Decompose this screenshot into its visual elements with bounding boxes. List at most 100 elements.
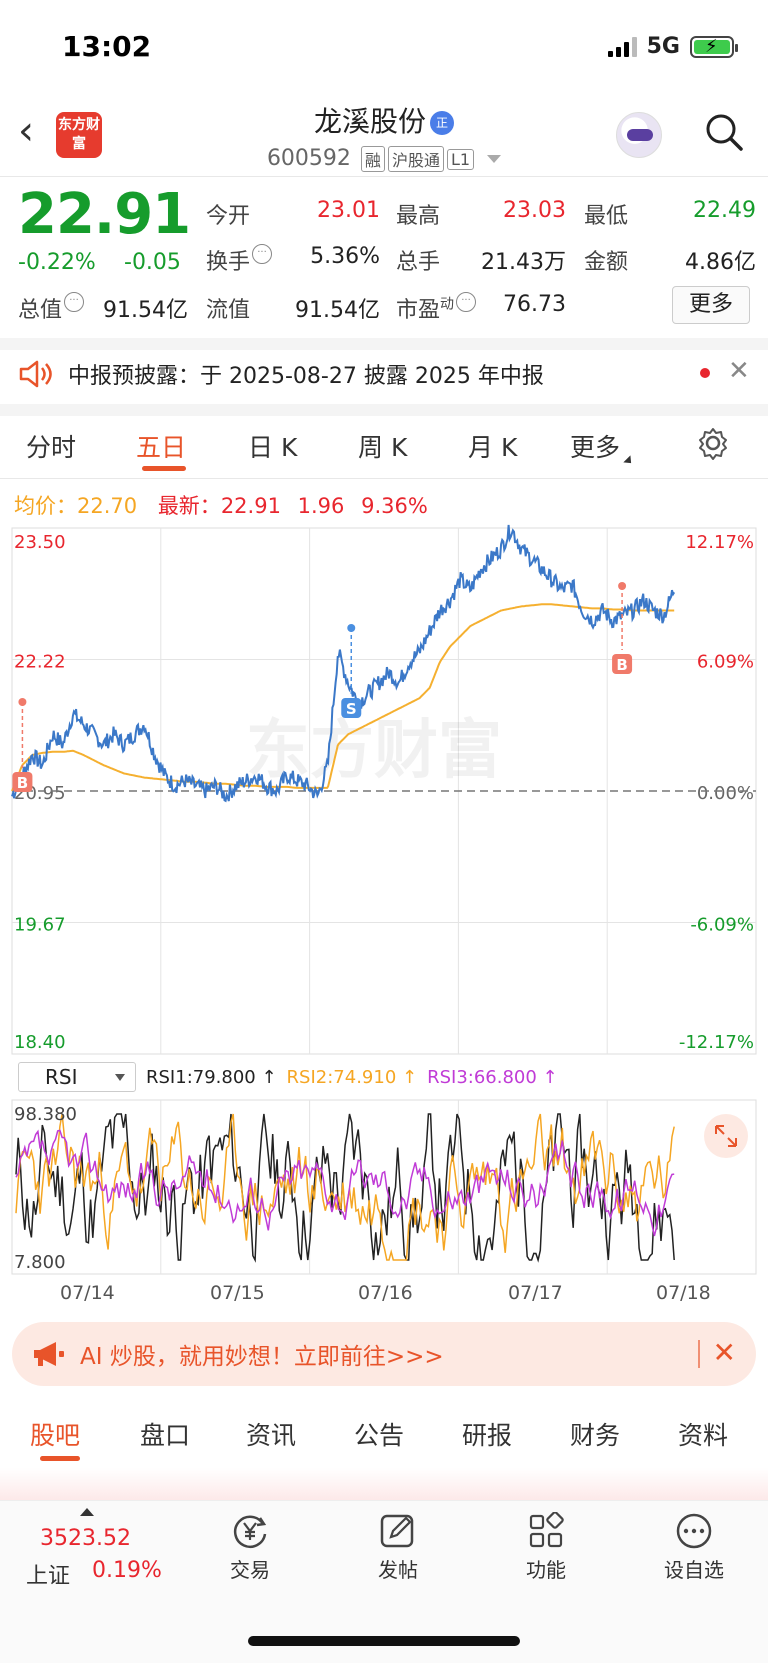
close-icon[interactable]: ✕	[728, 356, 750, 386]
speaker-icon	[19, 360, 52, 388]
rsi1-value: RSI1:79.800 ↑	[146, 1066, 277, 1088]
high-label: 最高	[396, 204, 441, 229]
tab-daily[interactable]: 日 K	[248, 433, 298, 462]
tab-intraday[interactable]: 分时	[26, 433, 77, 462]
info-icon[interactable]: ···	[252, 244, 273, 264]
tag-margin: 融	[360, 146, 385, 172]
tag-connect: 沪股通	[387, 146, 444, 172]
price-axis-label: 22.22	[14, 652, 66, 673]
nav-trade-label: 交易	[230, 1558, 270, 1582]
avg-label: 均价：	[14, 494, 77, 518]
float-label: 流值	[206, 298, 251, 323]
rsi-frame	[11, 1099, 757, 1275]
turnover-label: 换手 ···	[206, 244, 273, 276]
rsi-max-label: 98.380	[14, 1104, 77, 1125]
info-icon[interactable]: ···	[456, 292, 477, 312]
float-value: 91.54亿	[295, 298, 380, 323]
watermark: 东方财富	[246, 714, 502, 788]
grid-icon	[529, 1512, 564, 1548]
expand-up-icon[interactable]	[80, 1508, 94, 1516]
tab-forum[interactable]: 股吧	[30, 1421, 81, 1450]
nav-functions[interactable]: 功能	[496, 1512, 596, 1583]
mktcap-value: 91.54亿	[103, 298, 188, 323]
amount-value: 4.86亿	[685, 250, 756, 275]
low-value: 22.49	[693, 198, 756, 223]
trade-mark-dot	[618, 582, 627, 590]
notice-bar[interactable]: 中报预披露：于 2025-08-27 披露 2025 年中报	[18, 358, 544, 390]
search-icon[interactable]	[704, 112, 744, 152]
expand-icon	[704, 1114, 748, 1158]
expand-arrows-icon	[715, 1125, 737, 1147]
turnover-value: 5.36%	[310, 244, 380, 269]
active-tab-indicator	[40, 1456, 80, 1461]
open-value: 23.01	[317, 198, 380, 223]
more-quote-button[interactable]: 更多	[672, 286, 750, 324]
date-label: 07/14	[60, 1282, 115, 1304]
nav-post-label: 发帖	[378, 1558, 418, 1582]
percent-axis-label: 0.00%	[697, 783, 754, 804]
tab-announcements[interactable]: 公告	[354, 1421, 405, 1450]
latest-percent: 9.36%	[361, 494, 428, 518]
tab-research[interactable]: 研报	[462, 1421, 513, 1450]
chevron-down-icon	[623, 455, 635, 467]
nav-trade[interactable]: 交易	[200, 1512, 300, 1583]
mktcap-label: 总值 ···	[18, 292, 85, 324]
stock-code-line[interactable]: 600592 融沪股通 L1	[0, 146, 768, 172]
divider	[0, 478, 768, 479]
ai-banner[interactable]: AI 炒股，就用妙想！立即前往>>> ✕	[12, 1322, 756, 1386]
tab-weekly[interactable]: 周 K	[358, 433, 408, 462]
rsi2-value: RSI2:74.910 ↑	[286, 1066, 418, 1088]
avg-value: 22.70	[77, 494, 138, 518]
latest-label: 最新：	[157, 494, 221, 518]
unread-dot	[700, 368, 710, 378]
trade-mark-label: S	[346, 700, 357, 718]
trade-mark-label: B	[17, 774, 28, 792]
zheng-badge-icon: 正	[430, 111, 454, 135]
change-amount: -0.05	[124, 250, 181, 275]
percent-axis-label: -6.09%	[690, 915, 754, 936]
nav-customize-watchlist[interactable]: 设自选	[644, 1512, 744, 1583]
stock-name: 龙溪股份	[313, 105, 426, 138]
battery-icon: ⚡	[690, 35, 738, 58]
section-gap	[0, 338, 768, 350]
date-label: 07/17	[508, 1282, 563, 1304]
gear-icon[interactable]	[696, 426, 730, 460]
ai-banner-text: AI 炒股，就用妙想！立即前往>>>	[80, 1344, 444, 1370]
assistant-avatar[interactable]	[616, 112, 662, 158]
divider	[0, 176, 768, 177]
info-icon[interactable]: ···	[64, 292, 85, 312]
tab-news[interactable]: 资讯	[246, 1421, 297, 1450]
trade-mark-dot	[347, 624, 356, 632]
notice-text: 中报预披露：于 2025-08-27 披露 2025 年中报	[68, 364, 544, 389]
indicator-select[interactable]: RSI	[18, 1062, 136, 1092]
index-name: 上证	[26, 1564, 71, 1589]
tab-profile[interactable]: 资料	[678, 1421, 729, 1450]
date-label: 07/18	[656, 1282, 711, 1304]
five-day-chart[interactable]: 23.50 12.17%22.22 6.09%20.95 0.00%19.67 -6.0…	[0, 522, 768, 1282]
pe-label: 市盈动 ···	[396, 292, 477, 324]
back-icon[interactable]: ‹	[18, 108, 34, 154]
volume-label: 总手	[396, 250, 441, 275]
percent-axis-label: 12.17%	[685, 532, 754, 553]
rsi3-line	[15, 1129, 675, 1237]
latest-change: 1.96	[297, 494, 345, 518]
more-dots-icon	[676, 1513, 712, 1549]
tab-monthly[interactable]: 月 K	[468, 433, 518, 462]
nav-post[interactable]: 发帖	[348, 1512, 448, 1583]
rsi3-value: RSI3:66.800 ↑	[427, 1066, 558, 1088]
trade-mark-label: B	[616, 656, 627, 674]
latest-value: 22.91	[220, 494, 281, 518]
close-icon[interactable]: ✕	[712, 1336, 736, 1369]
tab-finance[interactable]: 财务	[570, 1421, 621, 1450]
price-axis-label: 19.67	[14, 915, 66, 936]
edit-icon	[380, 1514, 414, 1548]
date-label: 07/16	[358, 1282, 413, 1304]
feed-peek	[0, 1468, 768, 1500]
volume-value: 21.43万	[481, 250, 566, 275]
index-value[interactable]: 3523.52	[40, 1526, 131, 1551]
tab-more[interactable]: 更多	[570, 428, 635, 467]
divider	[698, 1340, 700, 1368]
tab-orderbook[interactable]: 盘口	[140, 1421, 191, 1450]
low-label: 最低	[584, 204, 629, 229]
tab-five-day[interactable]: 五日	[136, 433, 187, 462]
